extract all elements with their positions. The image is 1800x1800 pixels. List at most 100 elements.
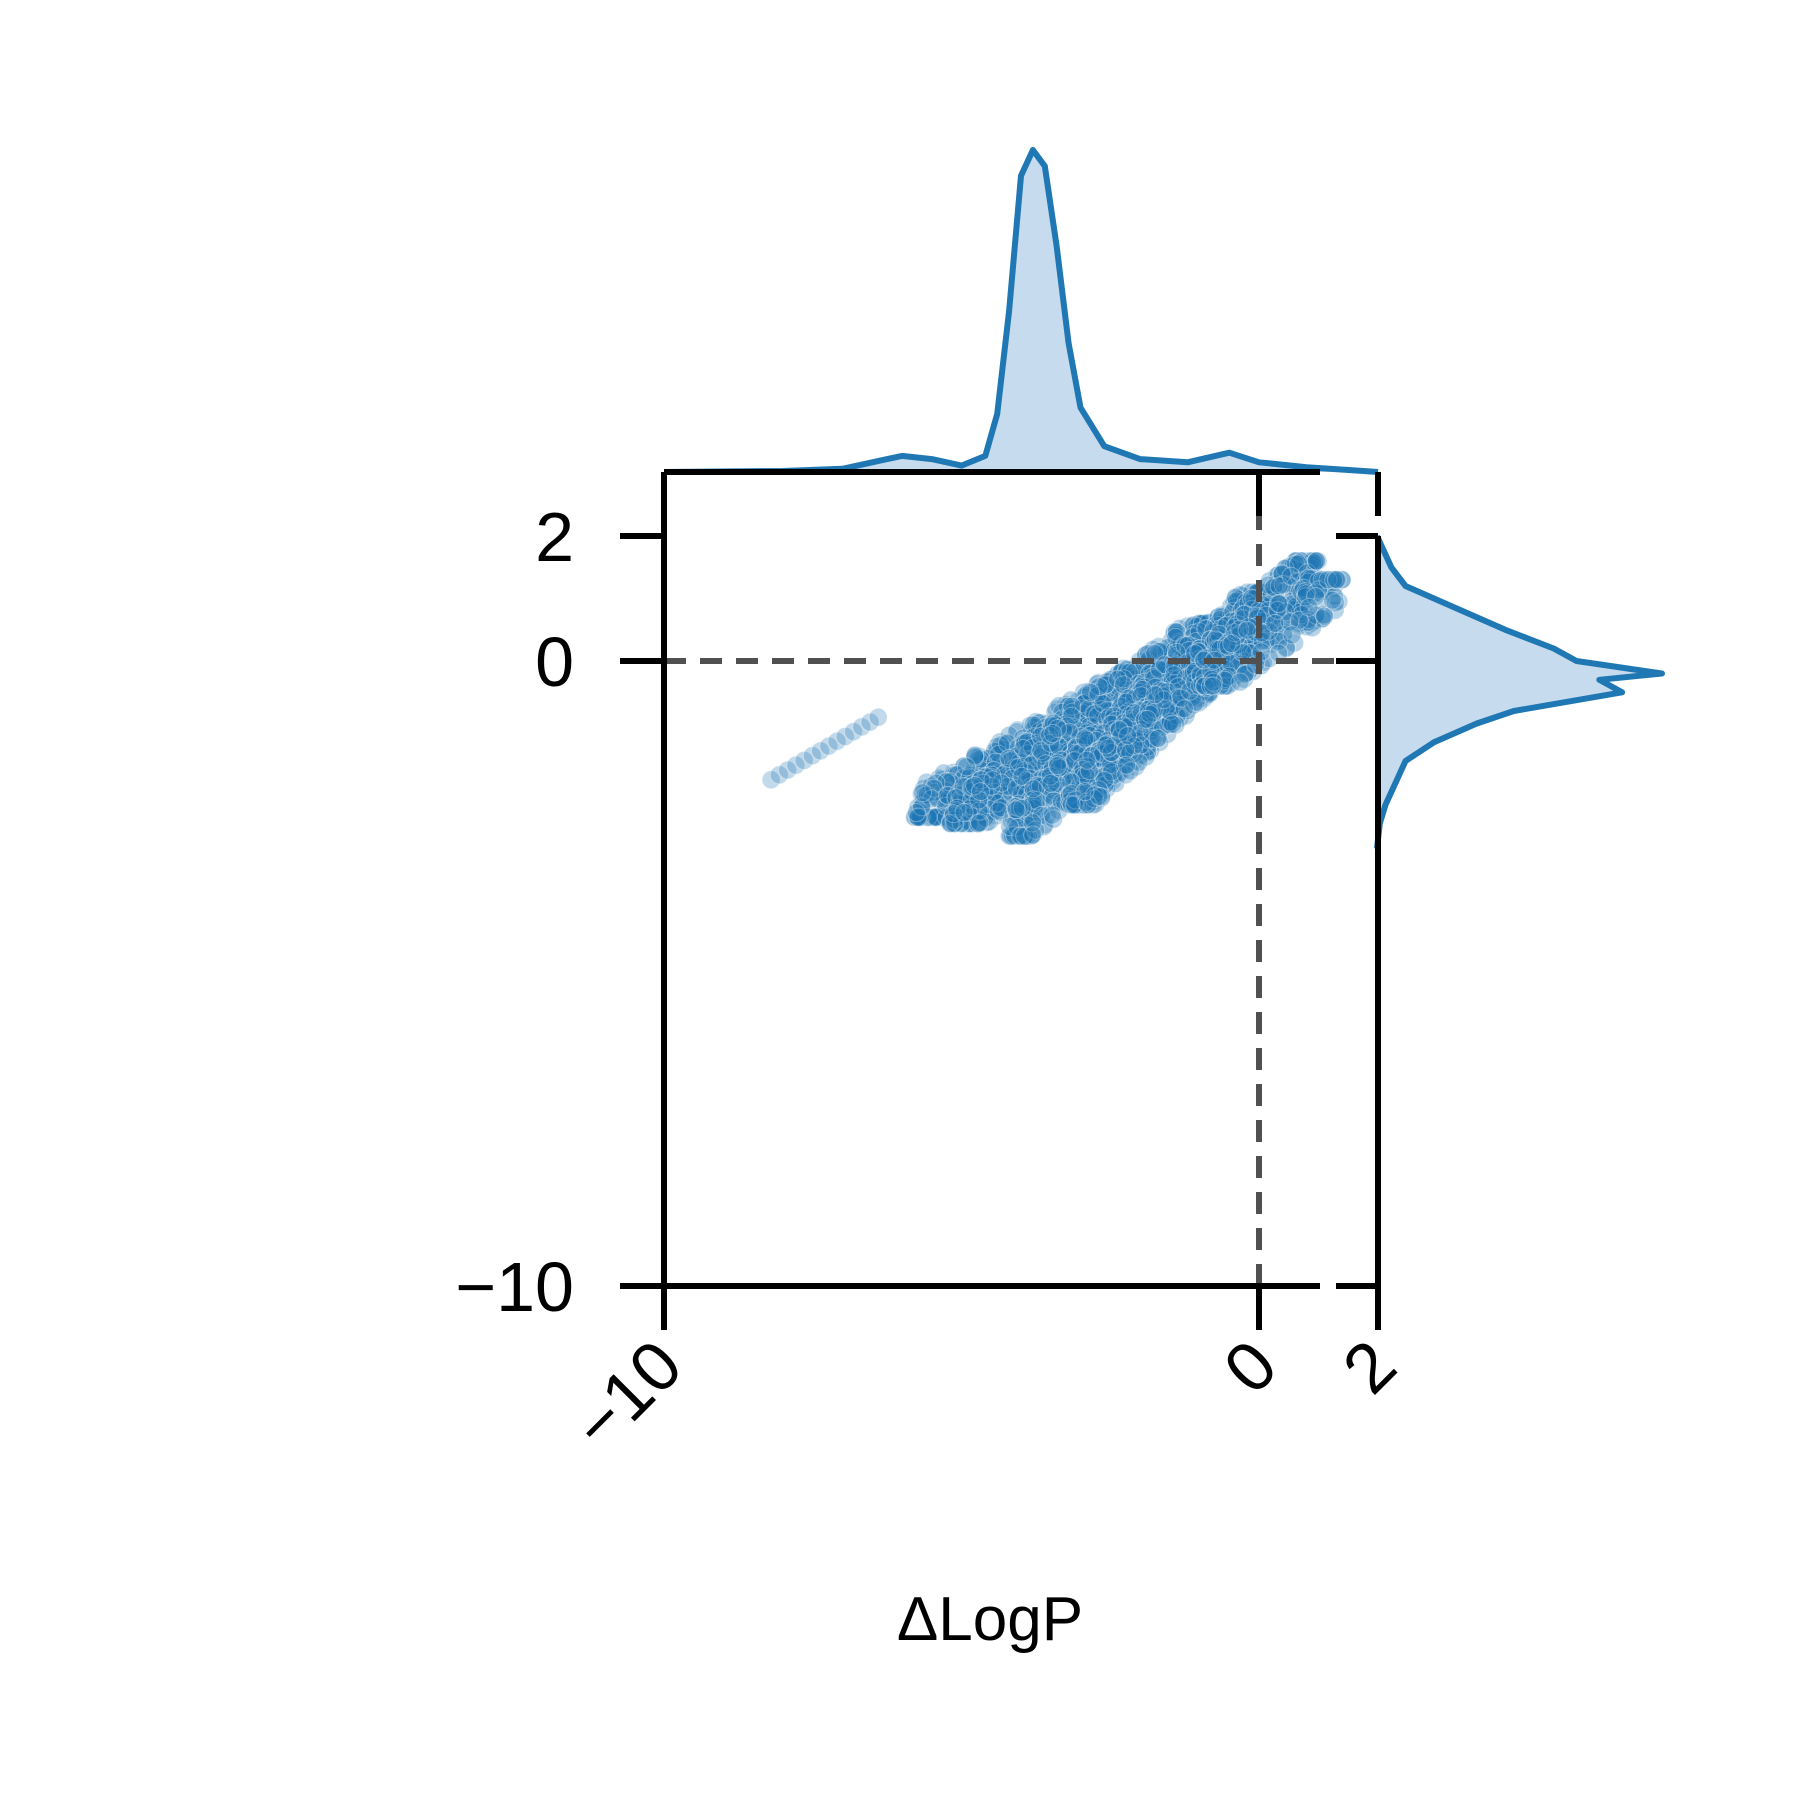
scatter-point [1111, 663, 1131, 683]
scatter-point [1100, 758, 1119, 778]
scatter-point [1166, 622, 1186, 642]
scatter-point [1091, 693, 1111, 713]
scatter-point [1158, 696, 1178, 716]
scatter-point [936, 787, 956, 807]
scatter-point [1042, 716, 1061, 735]
scatter-point [1170, 632, 1190, 652]
scatter-point [963, 780, 983, 800]
scatter-point [1083, 693, 1103, 712]
scatter-point [1112, 690, 1132, 709]
scatter-point [1080, 725, 1100, 745]
scatter-point [910, 807, 930, 827]
scatter-point [1140, 692, 1160, 712]
scatter-point [1192, 614, 1212, 633]
scatter-point [991, 773, 1011, 793]
scatter-point [954, 769, 974, 789]
scatter-point [1058, 770, 1077, 789]
scatter-point [1023, 825, 1043, 845]
scatter-point [927, 807, 947, 827]
scatter-point [1181, 659, 1201, 679]
scatter-point [1219, 625, 1239, 645]
scatter-point [1137, 682, 1157, 702]
scatter-point [1057, 709, 1077, 729]
scatter-point [1154, 682, 1174, 702]
scatter-point [1105, 743, 1125, 763]
scatter-point [1070, 723, 1090, 743]
scatter-point [1187, 639, 1207, 658]
scatter-point [988, 793, 1008, 813]
scatter-point [1134, 687, 1154, 707]
scatter-point [1036, 714, 1056, 734]
scatter-point [1230, 616, 1250, 636]
scatter-point [1047, 750, 1067, 770]
scatter-point [1026, 741, 1046, 760]
scatter-point [1176, 639, 1196, 658]
scatter-point [1045, 737, 1065, 757]
scatter-point [945, 803, 965, 823]
scatter-point [1016, 798, 1036, 818]
scatter-point [1069, 766, 1089, 786]
scatter-point [978, 759, 998, 779]
scatter-point [1094, 745, 1114, 765]
scatter-point [1090, 701, 1110, 721]
scatter-point [1120, 692, 1139, 712]
scatter-point [1299, 597, 1319, 617]
scatter-point [1086, 716, 1106, 736]
scatter-point [1085, 761, 1105, 781]
scatter-point [1077, 690, 1097, 710]
scatter-point [1010, 747, 1030, 767]
scatter-point [1135, 699, 1155, 719]
scatter-point [926, 807, 946, 827]
scatter-point [1077, 750, 1097, 770]
scatter-point [954, 803, 974, 822]
scatter-point [1101, 683, 1121, 703]
scatter-point [1164, 667, 1184, 686]
scatter-point [1058, 723, 1078, 743]
scatter-point [1148, 715, 1168, 735]
scatter-point [1181, 665, 1201, 685]
scatter-point [1097, 672, 1117, 692]
scatter-point [1145, 702, 1165, 722]
scatter-point [1076, 692, 1096, 712]
scatter-point [1196, 619, 1216, 639]
scatter-point [1010, 826, 1030, 846]
scatter-point [1000, 751, 1020, 771]
scatter-point [991, 776, 1011, 795]
scatter-point [1226, 588, 1246, 608]
scatter-point [936, 772, 956, 792]
scatter-point [1038, 741, 1057, 761]
scatter-point [1168, 695, 1187, 715]
scatter-point [911, 798, 931, 818]
scatter-point [969, 814, 989, 833]
scatter-point [1112, 705, 1131, 725]
scatter-point [1145, 675, 1165, 695]
scatter-point [1081, 725, 1101, 745]
scatter-point [1005, 826, 1025, 846]
scatter-point [1047, 727, 1066, 747]
scatter-point [1016, 763, 1036, 783]
scatter-point [936, 796, 956, 816]
scatter-point [1023, 809, 1043, 829]
scatter-point [948, 805, 968, 825]
scatter-point [1219, 631, 1239, 650]
scatter-point [1125, 677, 1145, 696]
scatter-point [1189, 639, 1209, 658]
scatter-point [1093, 703, 1113, 723]
scatter-point [1074, 694, 1093, 714]
scatter-point [984, 761, 1004, 781]
scatter-point [1179, 664, 1199, 684]
scatter-point [940, 772, 960, 792]
scatter-point [1188, 625, 1208, 645]
scatter-point [1034, 757, 1053, 777]
scatter-point [1070, 734, 1090, 754]
scatter-point [1046, 739, 1066, 759]
scatter-point [924, 807, 944, 827]
scatter-point [1120, 688, 1140, 708]
scatter-point [1097, 701, 1117, 721]
scatter-point [986, 752, 1005, 772]
scatter-point [1097, 752, 1117, 772]
scatter-point [1017, 732, 1037, 752]
scatter-point [1062, 768, 1082, 787]
scatter-point [1190, 639, 1210, 658]
scatter-point [1136, 684, 1156, 704]
